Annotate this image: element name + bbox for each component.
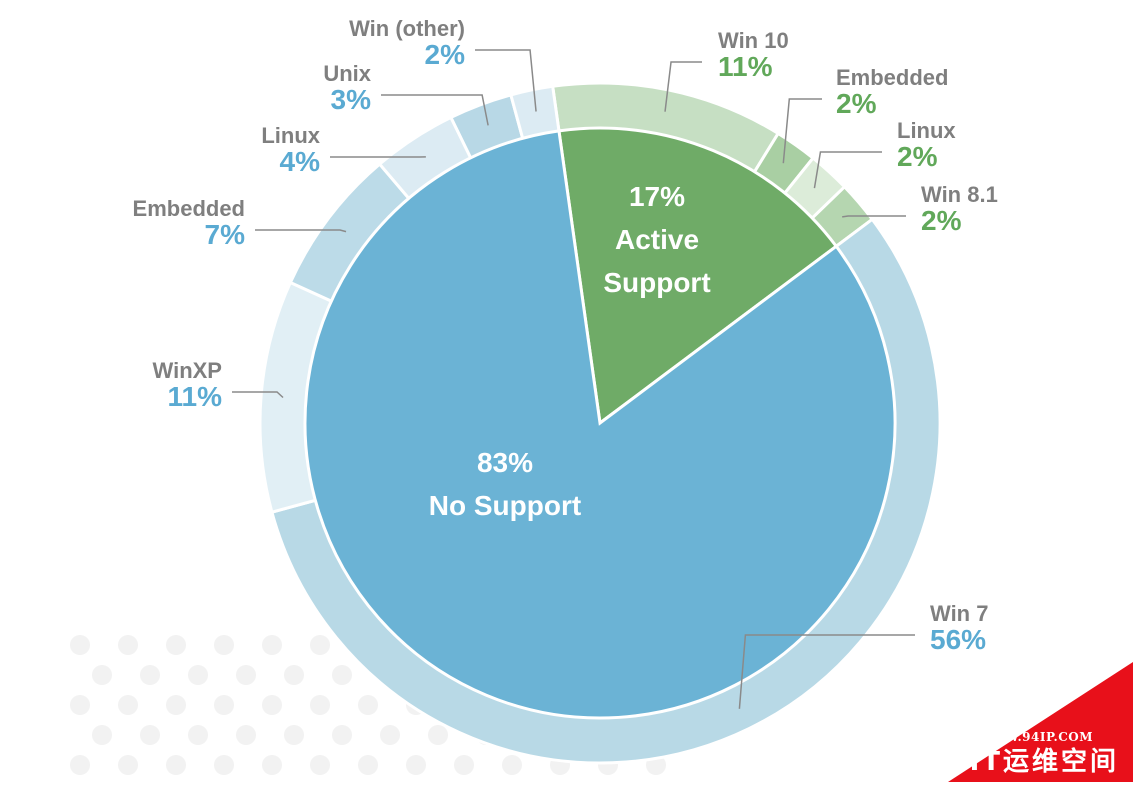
callout-percent: 4%: [280, 146, 321, 177]
bg-dot: [140, 725, 160, 745]
bg-dot: [310, 755, 330, 775]
bg-dot: [140, 665, 160, 685]
active-support-percent: 17%: [629, 181, 685, 212]
bg-dot: [118, 695, 138, 715]
callout-name: Unix: [323, 61, 371, 86]
callout-name: Win 8.1: [921, 182, 998, 207]
active-support-label-line2: Support: [603, 267, 710, 298]
bg-dot: [118, 635, 138, 655]
bg-dot: [332, 665, 352, 685]
bg-dot: [166, 755, 186, 775]
bg-dot: [502, 755, 522, 775]
bg-dot: [262, 695, 282, 715]
bg-dot: [214, 695, 234, 715]
bg-dot: [428, 725, 448, 745]
bg-dot: [188, 725, 208, 745]
no-support-percent: 83%: [477, 447, 533, 478]
callout-percent: 2%: [425, 39, 466, 70]
callout-percent: 2%: [897, 141, 938, 172]
callout-percent: 3%: [331, 84, 372, 115]
bg-dot: [236, 725, 256, 745]
callout-name: Linux: [897, 118, 956, 143]
bg-dot: [214, 635, 234, 655]
bg-dot: [92, 725, 112, 745]
callout-percent: 2%: [836, 88, 877, 119]
bg-dot: [70, 635, 90, 655]
inner-pie: [305, 128, 895, 718]
callout-name: Linux: [261, 123, 320, 148]
bg-dot: [262, 635, 282, 655]
active-support-label-line1: Active: [615, 224, 699, 255]
bg-dot: [166, 635, 186, 655]
callout-percent: 11%: [718, 51, 773, 82]
callout-name: Embedded: [133, 196, 245, 221]
bg-dot: [118, 755, 138, 775]
bg-dot: [166, 695, 186, 715]
bg-dot: [310, 695, 330, 715]
bg-dot: [380, 725, 400, 745]
bg-dot: [406, 755, 426, 775]
watermark-logo: WWW.94IP.COM IT运维空间: [878, 662, 1133, 782]
bg-dot: [358, 755, 378, 775]
bg-dot: [358, 695, 378, 715]
bg-dot: [284, 665, 304, 685]
bg-dot: [454, 755, 474, 775]
bg-dot: [70, 755, 90, 775]
bg-dot: [214, 755, 234, 775]
bg-dot: [284, 725, 304, 745]
no-support-label: No Support: [429, 490, 581, 521]
callout-name: WinXP: [153, 358, 222, 383]
callout-percent: 56%: [930, 624, 986, 655]
bg-dot: [70, 695, 90, 715]
bg-dot: [310, 635, 330, 655]
callout-name: Win (other): [349, 16, 465, 41]
bg-dot: [236, 665, 256, 685]
bg-dot: [92, 665, 112, 685]
bg-dot: [188, 665, 208, 685]
callout-name: Win 7: [930, 601, 988, 626]
callout-percent: 2%: [921, 205, 962, 236]
callout-percent: 7%: [205, 219, 246, 250]
callout-percent: 11%: [168, 381, 223, 412]
bg-dot: [332, 725, 352, 745]
callout-name: Win 10: [718, 28, 789, 53]
bg-dot: [262, 755, 282, 775]
callout-name: Embedded: [836, 65, 948, 90]
watermark-name: IT运维空间: [970, 741, 1119, 778]
